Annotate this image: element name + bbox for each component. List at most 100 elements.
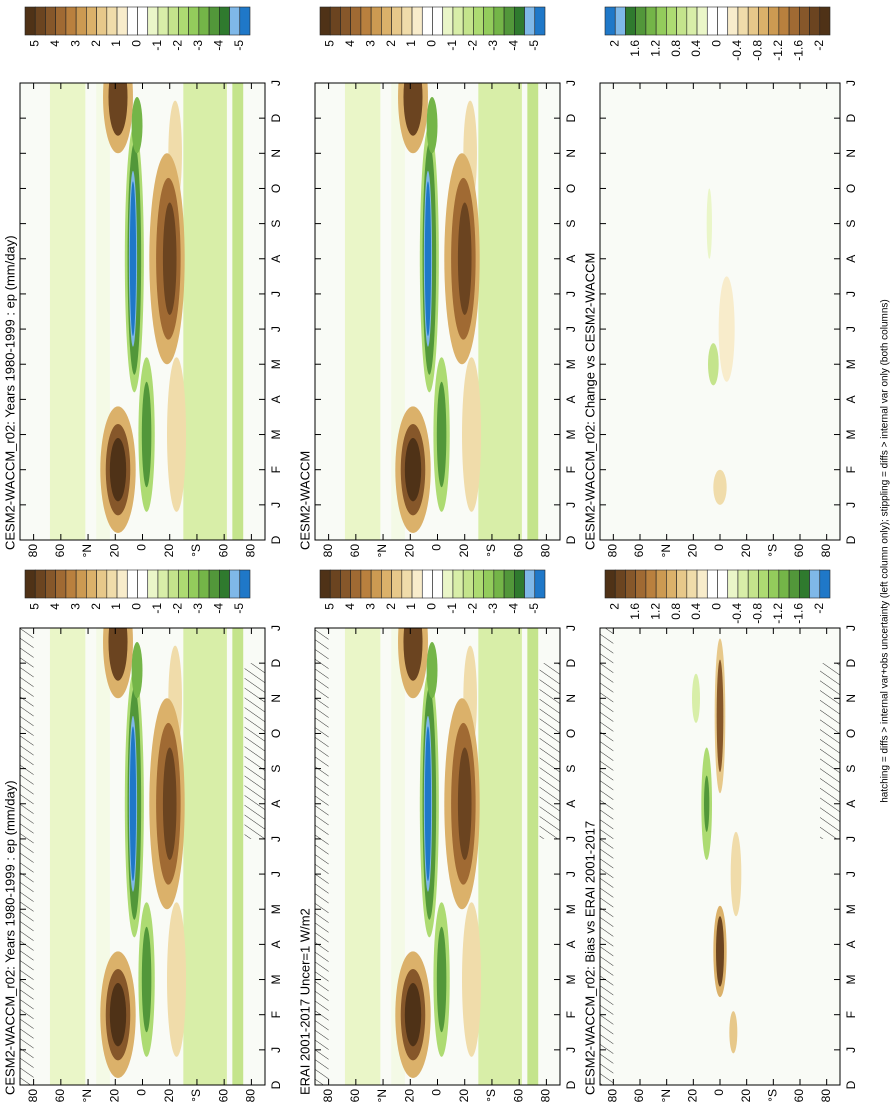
colorbar-label: 0 [710,40,724,47]
colorbar-swatch [137,6,149,36]
x-tick-label: J [844,836,858,842]
colorbar-swatch [126,569,138,599]
y-tick-label: °N [80,1089,94,1102]
colorbar-label: 5 [322,40,336,47]
contour-band [183,628,227,1085]
colorbar-swatch [473,569,484,599]
colorbar-label: -1 [445,40,459,51]
colorbar-label: 0.8 [669,40,683,57]
hatching [539,663,560,839]
x-tick-label: M [844,904,858,914]
y-tick-label: °N [659,1089,673,1102]
contour-region [141,926,152,1033]
y-tick-label: 60 [632,1089,646,1103]
colorbar-swatch [655,6,667,36]
contour-region [167,902,187,1057]
colorbar-swatch [65,6,77,36]
x-tick-label: D [269,535,283,544]
colorbar-label: -0.8 [751,603,765,624]
x-tick-label: M [269,359,283,369]
x-tick-label: J [564,326,578,332]
contour-region [457,202,472,316]
x-tick-label: F [844,1011,858,1018]
colorbar-swatch [524,6,536,36]
colorbar-swatch [391,569,403,599]
y-tick-label: 20 [686,1089,700,1103]
panel: CESM2-WACCM_r02: Bias vs ERAI 2001-2017 D… [582,569,858,1103]
y-tick-label: 20 [739,1089,753,1103]
x-tick-label: A [844,255,858,263]
y-tick-label: 0 [712,1089,726,1096]
contour-region [692,673,700,723]
contour-band [344,628,381,1085]
colorbar-swatch [157,569,169,599]
x-tick-label: J [269,1047,283,1053]
x-tick-label: A [564,800,578,808]
colorbar-swatch [737,6,749,36]
colorbar-swatch [778,6,790,36]
colorbar-swatch [696,6,708,36]
colorbar-label: 0 [425,40,439,47]
colorbar-swatch [768,569,780,599]
colorbar-label: -1.6 [791,40,805,61]
x-tick-label: D [269,113,283,122]
x-tick-label: M [269,904,283,914]
y-tick-label: 80 [606,544,620,558]
y-tick-label: 20 [402,544,416,558]
y-tick-label: 60 [216,1089,230,1103]
contour-band [232,83,244,540]
colorbar-swatch [788,6,800,36]
x-tick-label: A [844,800,858,808]
colorbar-label: 5 [27,40,41,47]
colorbar-label: -1.2 [771,603,785,624]
contour-region [424,181,432,337]
colorbar-swatch [106,6,118,36]
colorbar-swatch [239,569,251,599]
x-tick-label: D [844,658,858,667]
x-tick-label: A [564,395,578,403]
colorbar-swatch [329,6,341,36]
colorbar-swatch [432,569,444,599]
contour-field [600,83,840,540]
colorbar-swatch [614,569,626,599]
colorbar-label: -1 [445,603,459,614]
x-tick-label: D [844,1080,858,1089]
x-tick-label: O [844,184,858,193]
colorbar-swatch [178,569,189,599]
x-tick-label: M [844,430,858,440]
y-tick-label: 60 [53,544,67,558]
contour-field [20,83,265,540]
colorbar-label: -1.6 [791,603,805,624]
y-tick-label: 0 [712,544,726,551]
colorbar-swatch [198,569,210,599]
contour-region [108,83,128,136]
colorbar-swatch [747,569,759,599]
colorbar-label: -1 [150,40,164,51]
x-tick-label: A [269,255,283,263]
x-tick-label: J [269,326,283,332]
colorbar-swatch [116,569,128,599]
x-tick-label: M [844,359,858,369]
colorbar-swatch [340,6,351,36]
panel-title: CESM2-WACCM_r02: Bias vs ERAI 2001-2017 [582,821,597,1095]
colorbar-swatch [686,6,698,36]
colorbar-swatch [696,569,708,599]
contour-region [108,628,128,681]
colorbar-swatch [483,6,495,36]
contour-region [109,438,127,502]
y-tick-label: 80 [244,544,258,558]
x-tick-label: J [844,291,858,297]
y-tick-label: °N [375,1089,389,1102]
x-tick-label: S [564,220,578,228]
x-tick-label: J [844,871,858,877]
x-tick-label: D [564,535,578,544]
colorbar-swatch [401,6,413,36]
colorbar-swatch [473,6,484,36]
contour-region [424,726,432,882]
colorbar-swatch [503,6,515,36]
colorbar-swatch [452,6,464,36]
panel: ERAI 2001-2017 Uncer=1 W/m2 D J F M A M J J A S O N D… [297,569,578,1102]
colorbar-label: -2 [812,40,826,51]
x-tick-label: J [564,625,578,631]
